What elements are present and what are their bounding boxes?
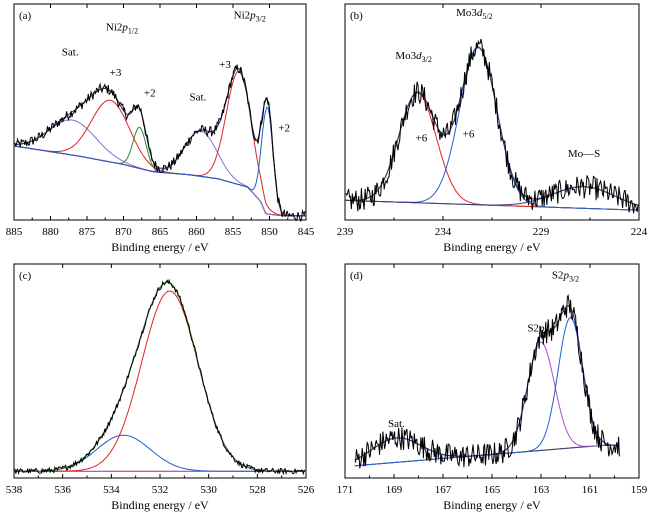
fit-envelope (14, 281, 306, 472)
x-tick-label: 528 (249, 484, 266, 496)
peak-annotation: +6 (416, 132, 428, 144)
panel-label: (d) (350, 270, 363, 282)
x-axis-label: Binding energy / eV (443, 498, 541, 512)
x-axis-label: Binding energy / eV (443, 240, 541, 254)
peak-annotation: +3 (110, 67, 122, 79)
x-tick-label: 171 (337, 484, 354, 496)
x-tick-label: 875 (79, 226, 96, 238)
x-axis-label: Binding energy / eV (111, 498, 209, 512)
component-peak (14, 290, 306, 472)
peak-annotation: S2p1/2 (527, 322, 554, 336)
x-tick-label: 169 (386, 484, 403, 496)
fit-envelope (345, 46, 639, 206)
plot-frame (13, 263, 307, 479)
x-tick-label: 229 (533, 226, 550, 238)
peak-annotation: Sat. (190, 92, 207, 104)
x-tick-label: 855 (225, 226, 242, 238)
x-tick-label: 870 (115, 226, 132, 238)
x-axis-label: Binding energy / eV (111, 240, 209, 254)
x-tick-label: 234 (435, 226, 452, 238)
x-tick-label: 880 (42, 226, 59, 238)
x-tick-label: 163 (533, 484, 550, 496)
x-tick-label: 530 (200, 484, 217, 496)
x-tick-label: 885 (6, 226, 23, 238)
x-tick-label: 161 (582, 484, 599, 496)
plot-frame (344, 3, 640, 221)
x-tick-label: 167 (435, 484, 452, 496)
x-tick-label: 534 (103, 484, 120, 496)
panel-label: (b) (350, 10, 363, 22)
peak-annotation: S2p3/2 (552, 269, 579, 283)
panel-label: (c) (19, 270, 32, 282)
x-tick-label: 224 (631, 226, 648, 238)
panel-a: 885 880 875 870 865 860 855 850 845 Binding energ… (6, 3, 315, 254)
raw-data-line (14, 278, 306, 476)
peak-annotation: +2 (144, 88, 156, 100)
peak-annotation: Ni2p3/2 (234, 9, 266, 23)
peak-annotation: +3 (219, 59, 231, 71)
x-tick-label: 538 (6, 484, 23, 496)
peak-annotation: Sat. (388, 418, 405, 430)
x-tick-label: 159 (631, 484, 648, 496)
panel-b: 239 234 229 224 Binding energy / eV (b) Mo3d3/… (337, 3, 648, 254)
component-peak (345, 186, 639, 206)
x-tick-label: 850 (261, 226, 278, 238)
x-tick-label: 845 (298, 226, 315, 238)
peak-annotation: Mo3d3/2 (395, 50, 432, 64)
x-tick-label: 536 (54, 484, 71, 496)
x-tick-label: 239 (337, 226, 354, 238)
raw-data-line (345, 38, 639, 214)
raw-data-line (14, 64, 306, 223)
peak-annotation: +2 (278, 123, 290, 135)
peak-annotation: +6 (463, 129, 475, 141)
component-peak (345, 47, 639, 211)
peak-annotation: Mo—S (568, 148, 600, 160)
panel-d: 171 169 167 165 163 161 159 Binding energy / eV… (337, 263, 648, 512)
x-tick-label: 860 (188, 226, 205, 238)
peak-annotation: Sat. (62, 46, 79, 58)
x-tick-label: 532 (152, 484, 169, 496)
x-tick-label: 865 (152, 226, 169, 238)
fit-envelope (354, 305, 620, 461)
panel-c: 538 536 534 532 530 528 526 Binding energy / eV… (6, 263, 315, 512)
peak-annotation: Mo3d5/2 (456, 7, 493, 21)
panel-label: (a) (19, 10, 32, 22)
component-peak (354, 317, 620, 467)
x-tick-label: 526 (298, 484, 315, 496)
component-peak (14, 434, 306, 472)
x-tick-label: 165 (484, 484, 501, 496)
raw-data-line (354, 293, 620, 469)
peak-annotation: Ni2p1/2 (106, 22, 138, 36)
